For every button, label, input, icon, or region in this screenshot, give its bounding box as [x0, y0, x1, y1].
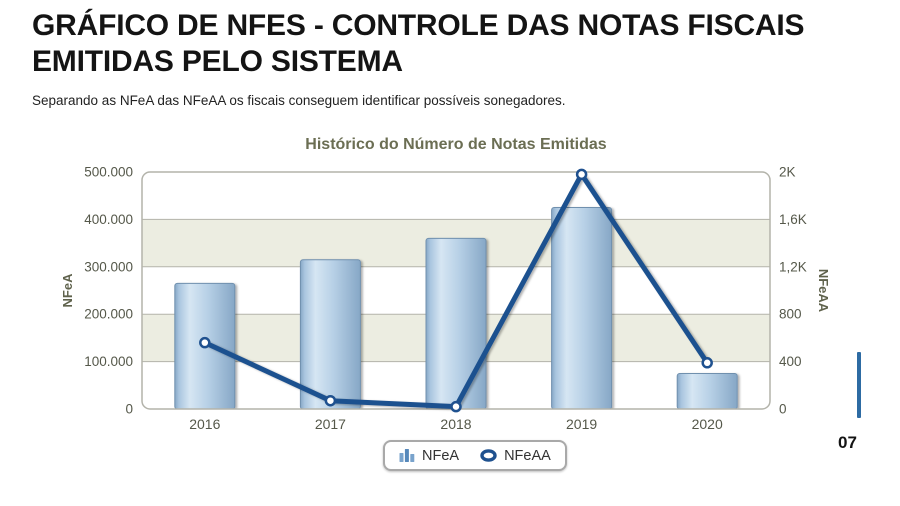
line-point-2019[interactable] — [575, 168, 588, 181]
right-axis-tick: 1,6K — [779, 212, 807, 227]
bar-2020[interactable] — [676, 372, 738, 409]
right-axis-tick: 400 — [779, 354, 802, 369]
x-axis-tick: 2019 — [566, 416, 597, 432]
bar-chart-icon — [399, 449, 415, 462]
page-subtitle: Separando as NFeA das NFeAA os fiscais c… — [32, 93, 566, 108]
left-axis-tick: 300.000 — [84, 259, 133, 274]
right-axis-title: NFeAA — [816, 269, 831, 313]
accent-bar — [857, 352, 861, 418]
left-axis-tick: 0 — [125, 402, 133, 417]
x-axis-tick: 2018 — [440, 416, 471, 432]
right-axis-tick: 2K — [779, 165, 796, 180]
left-axis-title: NFeA — [60, 273, 75, 308]
legend-item-nfeaa[interactable]: NFeAA — [479, 448, 551, 464]
bar-2019[interactable] — [551, 207, 613, 409]
legend-item-nfea[interactable]: NFeA — [399, 448, 459, 464]
right-axis-tick: 800 — [779, 307, 802, 322]
x-axis-tick: 2016 — [189, 416, 220, 432]
line-point-2020[interactable] — [701, 357, 713, 369]
page-number: 07 — [838, 433, 857, 452]
line-point-2018[interactable] — [450, 400, 462, 413]
left-axis-tick: 400.000 — [84, 212, 133, 227]
x-axis-tick: 2020 — [692, 416, 723, 432]
left-axis-tick: 100.000 — [84, 354, 133, 369]
right-axis-tick: 0 — [779, 402, 787, 417]
bar-2018[interactable] — [425, 237, 487, 409]
left-axis-tick: 500.000 — [84, 165, 133, 180]
legend-item-label: NFeAA — [504, 447, 551, 464]
line-point-2017[interactable] — [324, 394, 337, 407]
legend-item-label: NFeA — [422, 447, 460, 464]
ellipse-marker-icon — [480, 449, 497, 462]
right-axis-tick: 1,2K — [779, 259, 807, 274]
chart-title: Histórico do Número de Notas Emitidas — [305, 136, 607, 153]
page-title: GRÁFICO DE NFES - CONTROLE DAS NOTAS FIS… — [32, 9, 805, 78]
bar-2017[interactable] — [299, 259, 361, 409]
x-axis-tick: 2017 — [315, 416, 346, 432]
chart-legend: NFeA NFeAA — [383, 440, 567, 471]
line-point-2016[interactable] — [199, 336, 211, 349]
left-axis-tick: 200.000 — [84, 307, 133, 322]
